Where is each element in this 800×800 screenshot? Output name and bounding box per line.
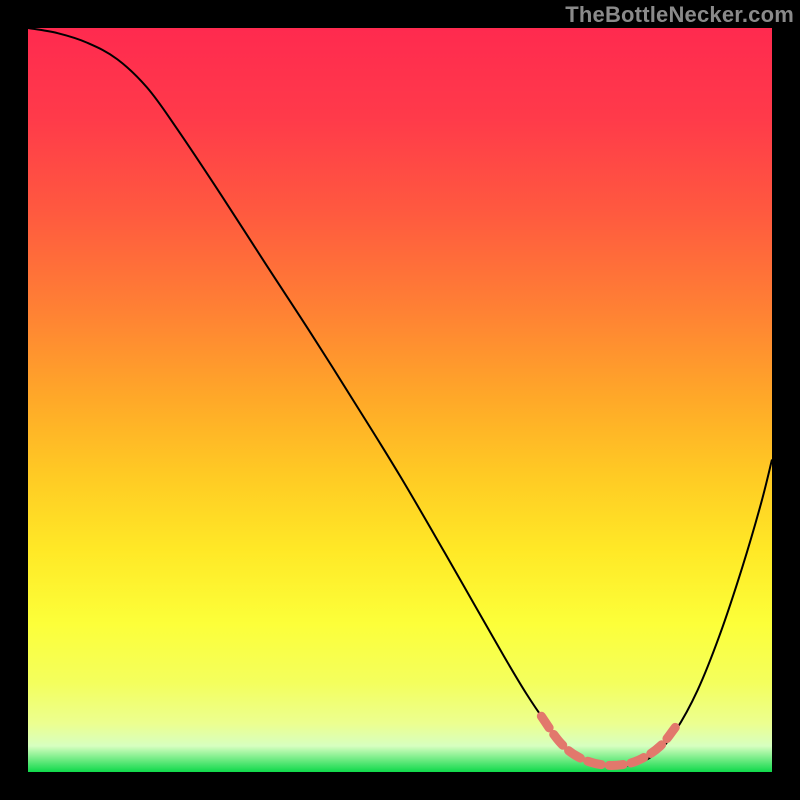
watermark-text: TheBottleNecker.com <box>565 2 794 28</box>
plot-background <box>28 28 772 772</box>
bottleneck-chart <box>0 0 800 800</box>
